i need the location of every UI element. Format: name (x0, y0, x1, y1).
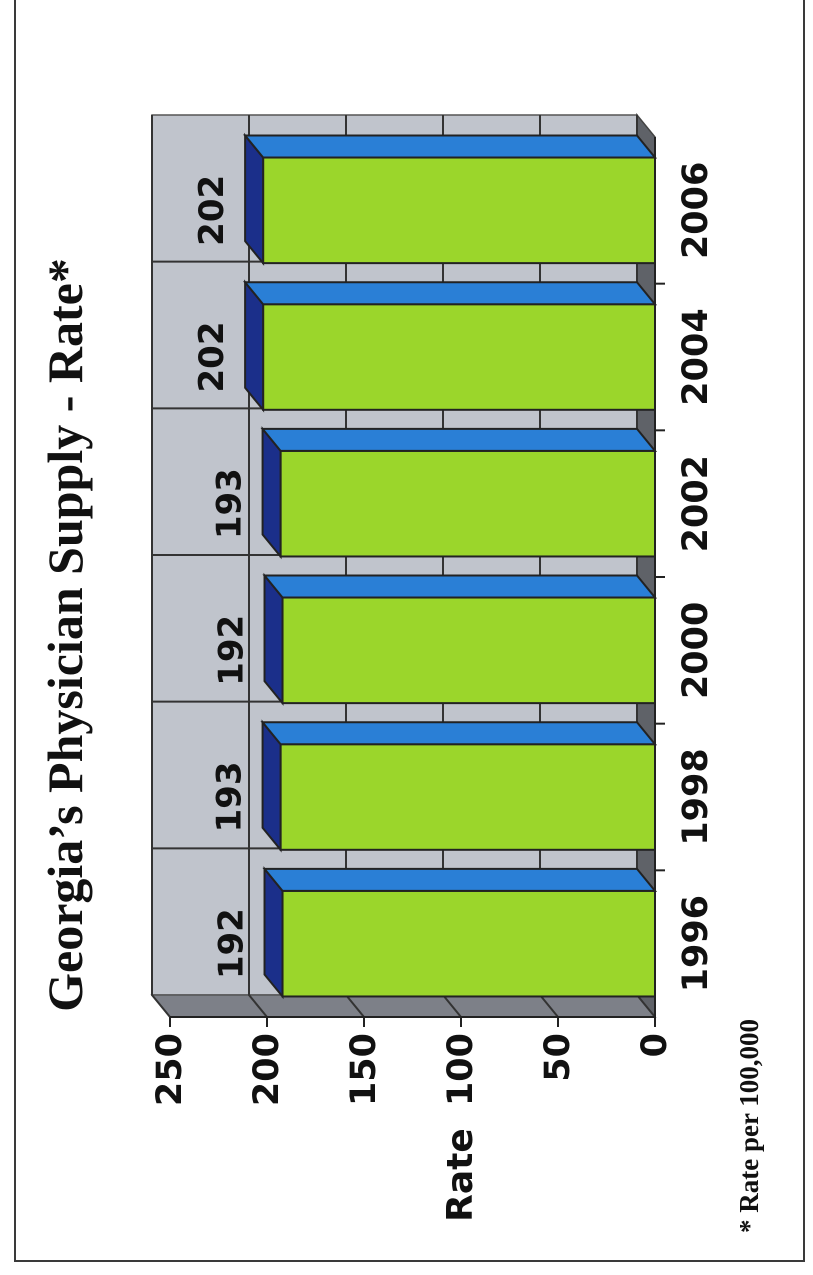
bar-side (260, 427, 658, 452)
bar-side (262, 867, 658, 892)
y-tick-label: 150 (344, 1033, 384, 1106)
x-tick-label: 2004 (676, 308, 716, 405)
bar-2002 (260, 426, 658, 560)
bar-front (262, 156, 656, 265)
x-tick-label: 2006 (676, 162, 716, 259)
y-tick-label: 250 (150, 1033, 190, 1106)
x-tick-label: 1996 (676, 895, 716, 992)
page-frame (14, 0, 805, 1262)
bar-side (260, 721, 658, 746)
bar-side (243, 134, 658, 159)
y-tick-label: 50 (538, 1033, 578, 1082)
bar-1998 (260, 719, 658, 853)
axes: 0 50 100 150 200 250 1996 1998 2000 2002 2004 2006 1… (150, 137, 716, 1106)
bar-front (281, 889, 656, 998)
data-label: 192 (212, 615, 252, 686)
footnote: * Rate per 100,000 (734, 1019, 764, 1233)
bar-front (279, 449, 656, 558)
bar-front (279, 743, 656, 851)
chart-title: Georgia’s Physician Supply - Rate* (37, 258, 93, 1012)
y-tick-label: 0 (635, 1033, 675, 1057)
data-label: 202 (192, 322, 232, 393)
bar-2004 (243, 279, 658, 413)
data-label: 193 (210, 762, 250, 833)
y-tick-label: 100 (441, 1033, 481, 1106)
data-label: 202 (192, 175, 232, 246)
bar-1996 (262, 866, 658, 1000)
bar-2000 (262, 572, 658, 706)
y-axis-title: Rate (440, 1128, 481, 1222)
bar-front (281, 596, 656, 705)
data-label: 193 (210, 468, 250, 539)
data-label: 192 (212, 908, 252, 979)
bar-2006 (243, 132, 658, 266)
x-tick-label: 1998 (676, 748, 716, 845)
x-tick-label: 2000 (676, 602, 716, 699)
chart-texts: Georgia’s Physician Supply - Rate* Rate … (37, 258, 764, 1233)
bar-side (243, 281, 658, 306)
bar-front (262, 303, 656, 411)
bar-side (262, 574, 658, 599)
side-wall (150, 994, 657, 1018)
x-tick-label: 2002 (676, 455, 716, 552)
y-tick-label: 200 (247, 1033, 287, 1106)
